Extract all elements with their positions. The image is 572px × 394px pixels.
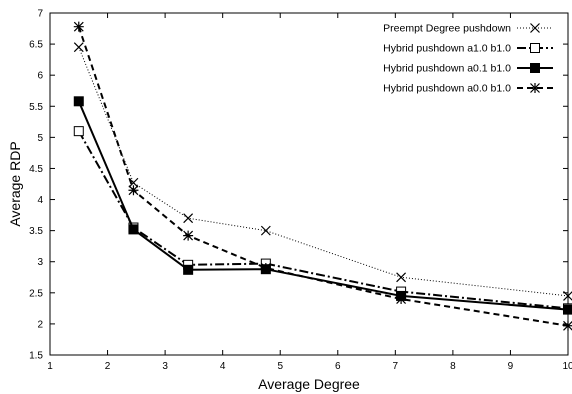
data-point	[396, 272, 407, 283]
x-tick-label: 6	[335, 361, 341, 372]
plot-frame	[49, 12, 569, 356]
data-point	[73, 42, 84, 53]
y-tick-label: 5	[37, 133, 43, 144]
series-line	[77, 100, 569, 311]
data-point	[563, 304, 572, 315]
data-point	[73, 126, 84, 137]
series-4	[73, 21, 572, 331]
data-point	[128, 224, 139, 235]
legend-label: Hybrid pushdown a0.1 b1.0	[383, 63, 511, 75]
data-point	[73, 21, 84, 32]
legend-label: Hybrid pushdown a1.0 b1.0	[383, 43, 511, 55]
data-point	[396, 294, 407, 305]
series-layer	[73, 21, 572, 331]
x-tick-label: 5	[277, 361, 283, 372]
y-tick-label: 4.5	[29, 164, 43, 175]
legend-label: Preempt Degree pushdown	[383, 23, 511, 35]
y-tick-label: 3	[37, 257, 43, 268]
y-tick-label: 7	[37, 9, 43, 20]
legend-label: Hybrid pushdown a0.0 b1.0	[383, 83, 511, 95]
data-point	[183, 230, 194, 241]
legend-marker	[530, 83, 540, 93]
y-tick-label: 3.5	[29, 226, 43, 237]
series-line	[77, 130, 569, 310]
y-tick-label: 6.5	[29, 40, 43, 51]
series-2	[73, 126, 572, 314]
x-tick-label: 1	[47, 361, 53, 372]
y-tick-label: 5.5	[29, 102, 43, 113]
y-tick-label: 2.5	[29, 288, 43, 299]
legend-entry: Hybrid pushdown a1.0 b1.0	[383, 43, 553, 55]
x-tick-label: 10	[562, 361, 572, 372]
legend-marker	[530, 43, 540, 53]
data-point	[260, 262, 271, 273]
x-tick-label: 3	[162, 361, 168, 372]
x-tick-label: 2	[105, 361, 111, 372]
x-tick-label: 8	[450, 361, 456, 372]
y-tick-label: 1.5	[29, 351, 43, 362]
data-point	[563, 320, 572, 331]
legend-marker	[530, 63, 540, 73]
data-point	[128, 185, 139, 196]
x-axis-title: Average Degree	[258, 376, 360, 392]
y-tick-label: 2	[37, 319, 43, 330]
x-tick-label: 7	[393, 361, 399, 372]
x-tick-label: 4	[220, 361, 226, 372]
x-tick-label: 9	[508, 361, 514, 372]
data-point	[183, 264, 194, 275]
series-line	[77, 26, 569, 327]
y-tick-label: 6	[37, 71, 43, 82]
y-tick-label: 4	[37, 195, 43, 206]
legend: Preempt Degree pushdown Hybrid pushdown a…	[383, 23, 553, 95]
data-point	[73, 96, 84, 107]
legend-entry: Hybrid pushdown a0.1 b1.0	[383, 63, 553, 75]
legend-entry: Preempt Degree pushdown	[383, 23, 553, 35]
legend-entry: Hybrid pushdown a0.0 b1.0	[383, 83, 553, 95]
axes: 1 2 3 4 5 6 7 8 9 10 1.5 2 2.5 3 3.5 4 4.5 5 5.5 6 6.5 7	[29, 9, 572, 373]
legend-marker	[530, 23, 540, 33]
data-point	[260, 225, 271, 236]
series-1	[73, 42, 572, 301]
y-axis-title: Average RDP	[7, 141, 23, 226]
series-3	[73, 96, 572, 315]
data-point	[183, 213, 194, 224]
data-point	[563, 291, 572, 301]
